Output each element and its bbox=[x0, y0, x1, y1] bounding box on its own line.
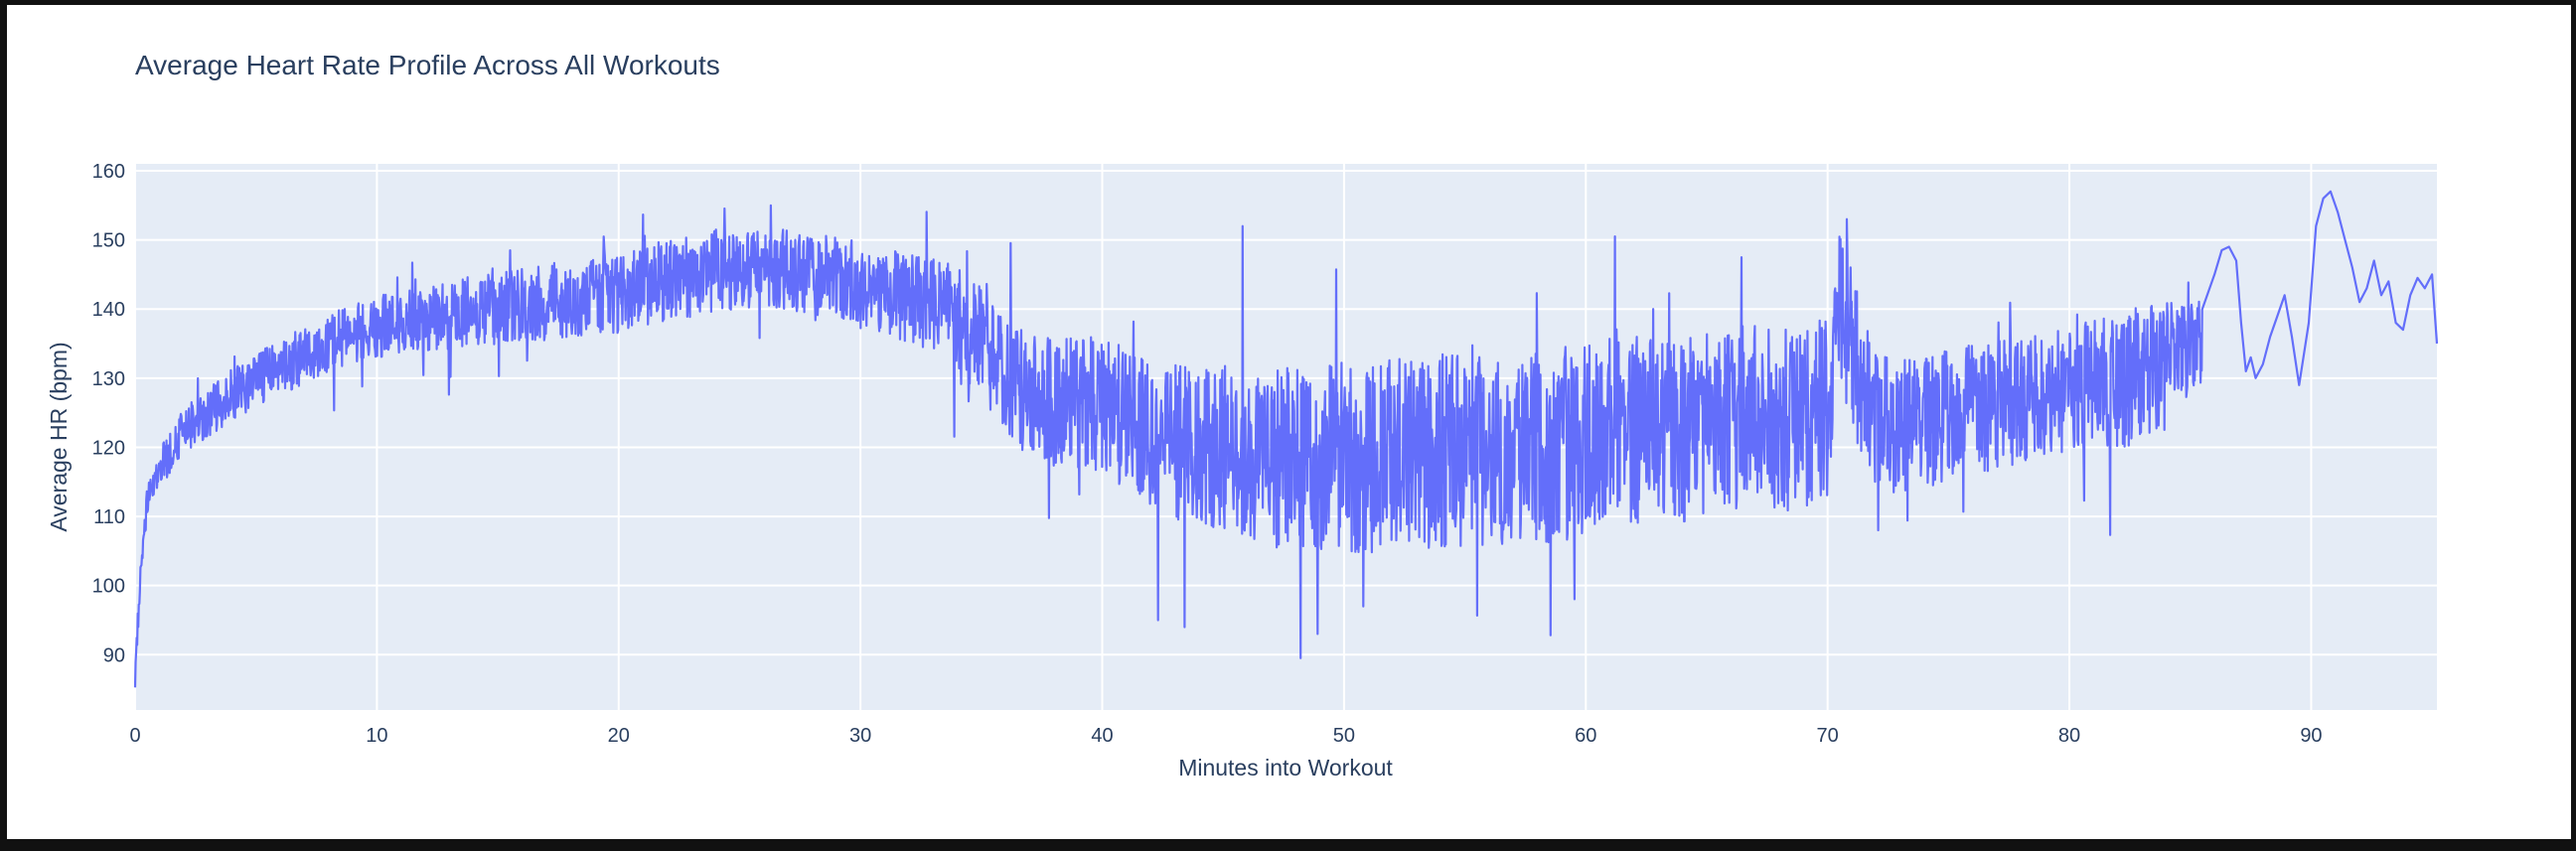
chart-canvas: Average Heart Rate Profile Across All Wo… bbox=[46, 50, 2439, 780]
x-tick-label: 40 bbox=[1091, 725, 1113, 747]
heart-rate-series-line bbox=[133, 190, 2439, 688]
x-tick-label: 20 bbox=[608, 725, 630, 747]
x-tick-label: 90 bbox=[2300, 725, 2322, 747]
x-axis-title: Minutes into Workout bbox=[1178, 755, 1393, 780]
x-tick-label: 30 bbox=[849, 725, 871, 747]
y-tick-label: 120 bbox=[92, 437, 125, 459]
chart-frame: Average Heart Rate Profile Across All Wo… bbox=[7, 5, 2571, 839]
y-tick-label: 90 bbox=[103, 644, 125, 666]
x-tick-label: 0 bbox=[129, 725, 140, 747]
y-tick-label: 130 bbox=[92, 368, 125, 390]
y-tick-labels: 90 100 110 120 130 140 150 160 bbox=[92, 161, 125, 666]
x-tick-label: 60 bbox=[1575, 725, 1596, 747]
chart-title: Average Heart Rate Profile Across All Wo… bbox=[135, 50, 720, 80]
x-tick-label: 10 bbox=[366, 725, 387, 747]
x-tick-labels: 0 10 20 30 40 50 60 70 80 90 bbox=[129, 725, 2322, 747]
x-tick-label: 70 bbox=[1817, 725, 1839, 747]
y-axis-title: Average HR (bpm) bbox=[46, 342, 72, 531]
y-tick-label: 160 bbox=[92, 161, 125, 183]
y-tick-label: 100 bbox=[92, 576, 125, 598]
y-tick-label: 150 bbox=[92, 230, 125, 252]
series-layer bbox=[133, 190, 2439, 688]
x-tick-label: 80 bbox=[2058, 725, 2080, 747]
y-tick-label: 110 bbox=[93, 506, 125, 528]
y-tick-label: 140 bbox=[92, 299, 125, 321]
x-tick-label: 50 bbox=[1333, 725, 1355, 747]
